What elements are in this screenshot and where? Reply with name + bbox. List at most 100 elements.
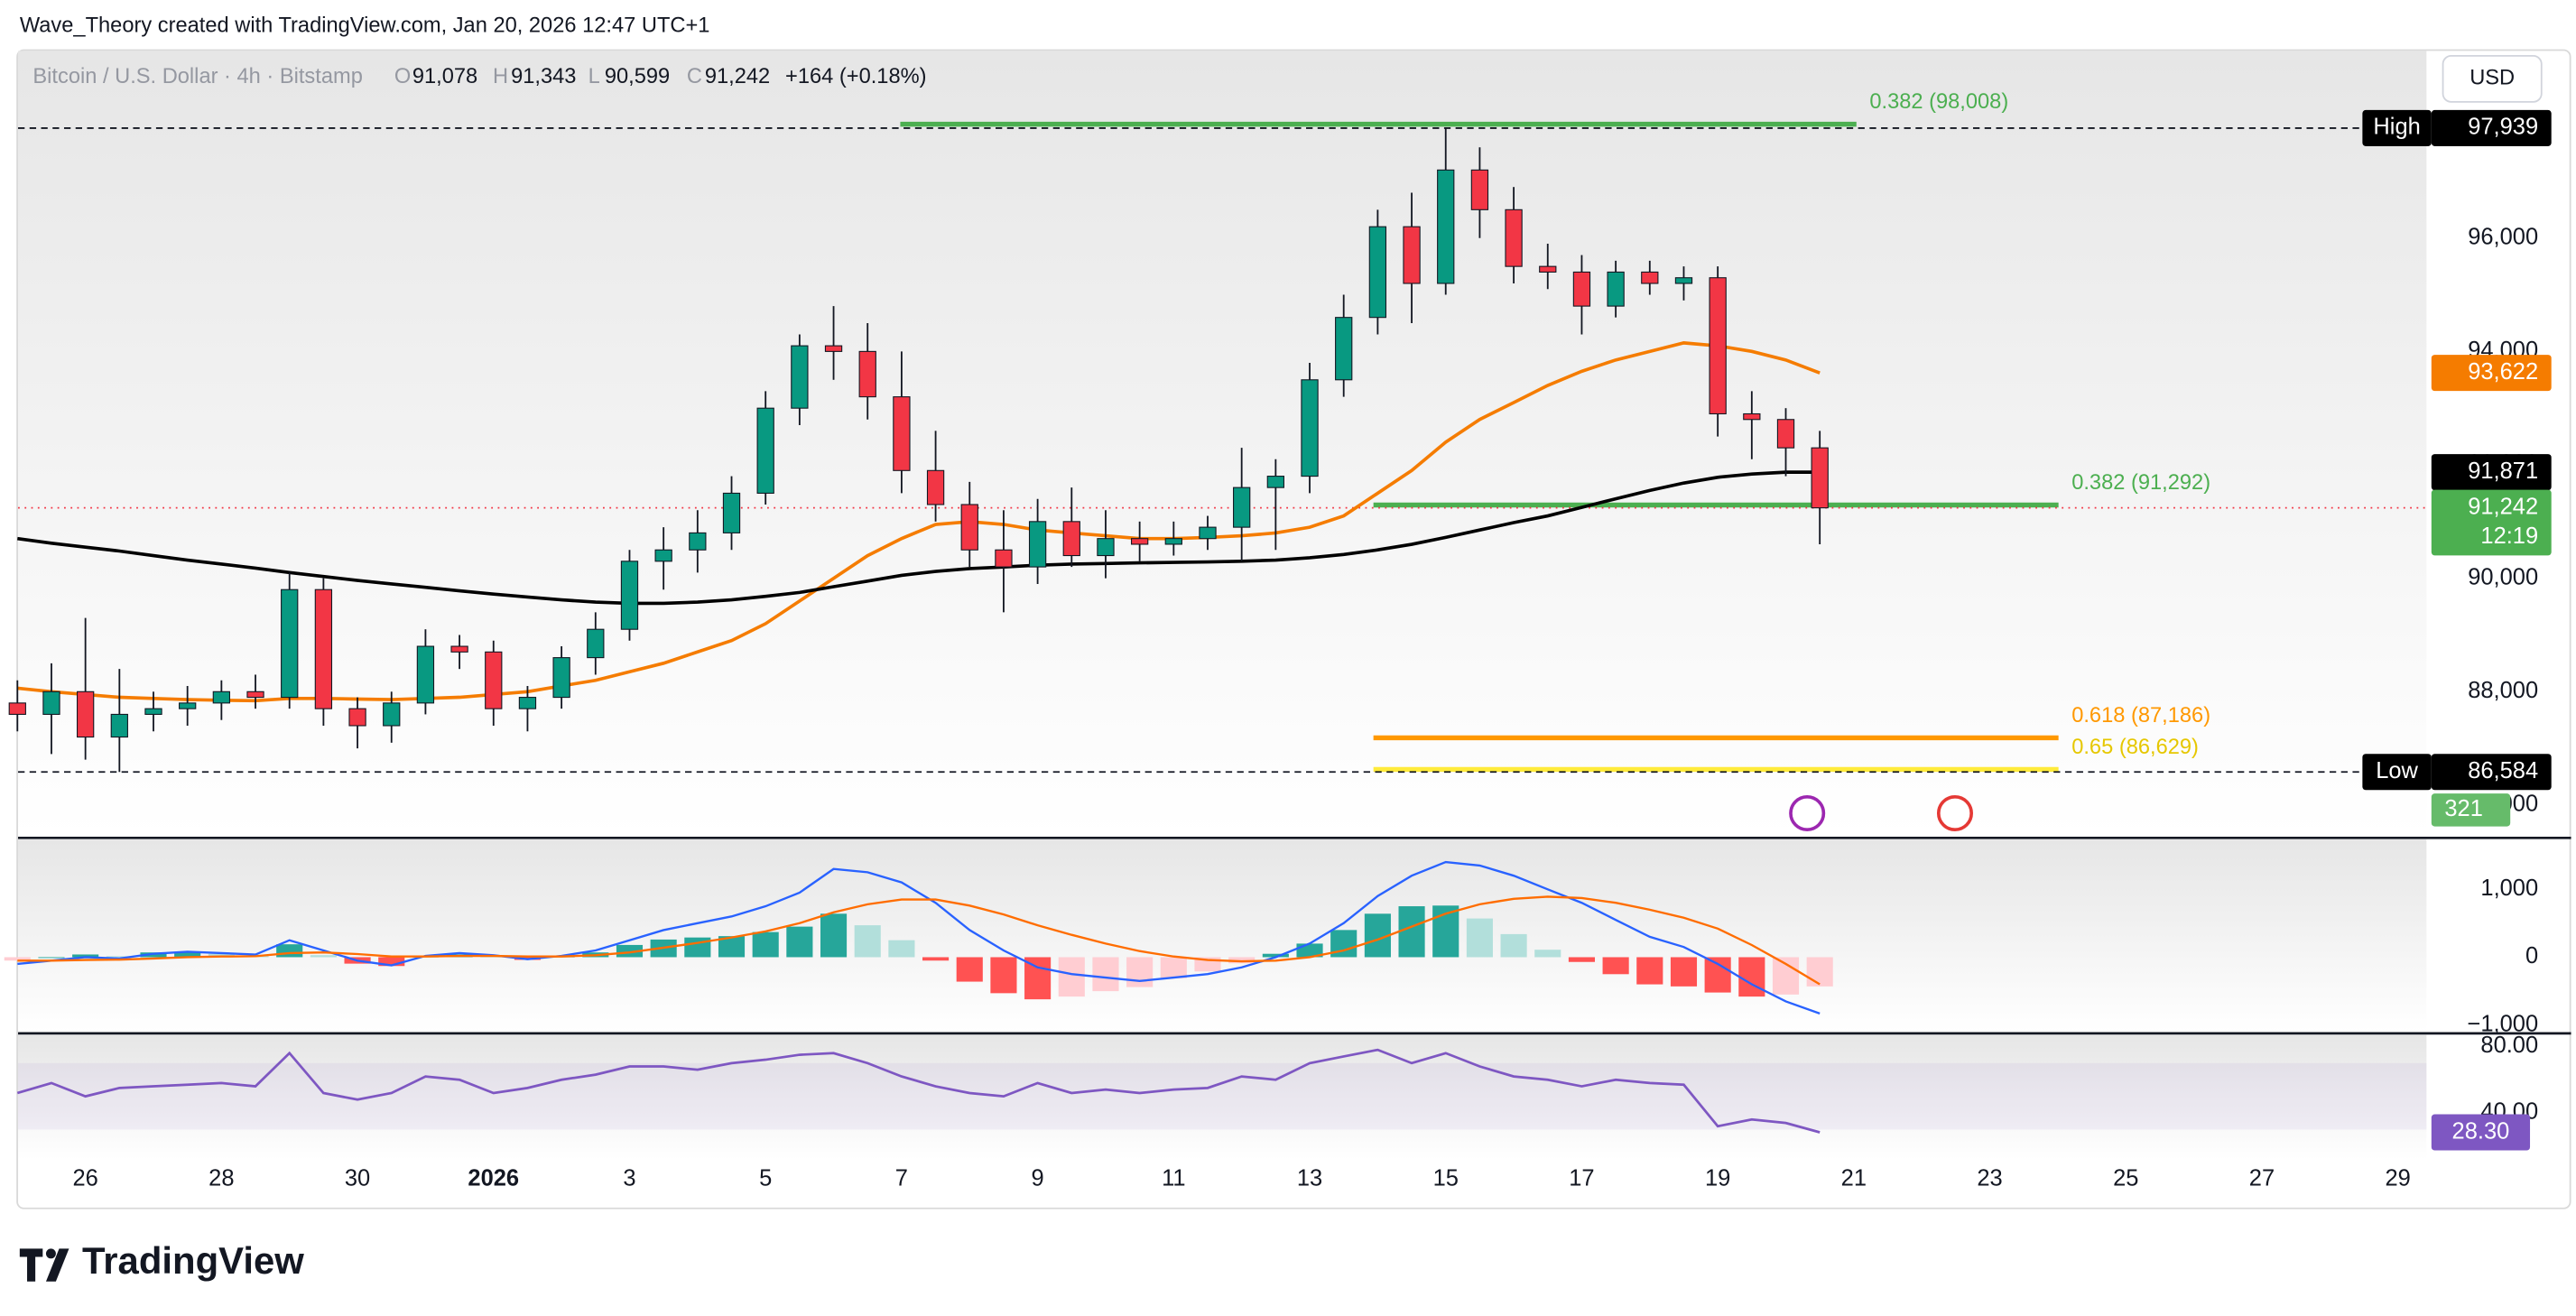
price-tag: High — [2373, 115, 2420, 140]
y-tick-label: 1,000 — [2480, 876, 2538, 901]
candle-body — [1130, 538, 1149, 545]
candle-body — [1505, 209, 1523, 267]
histogram-bar — [1704, 957, 1731, 993]
candle-body — [1811, 447, 1829, 509]
candle-body — [620, 561, 639, 630]
x-tick-label: 9 — [1032, 1166, 1044, 1191]
ohlc-name: O — [394, 65, 411, 88]
candle-body — [42, 690, 60, 715]
candle-body — [110, 713, 128, 738]
candle-body — [1164, 538, 1182, 545]
histogram-bar — [310, 955, 337, 958]
candle-body — [1097, 538, 1115, 557]
macd-line — [17, 860, 1821, 1015]
volume-label: 321 — [2444, 796, 2482, 821]
histogram-bar — [956, 957, 983, 982]
ohlc-name: H — [493, 65, 508, 88]
candle-body — [1776, 419, 1795, 449]
candle-body — [416, 645, 435, 704]
icon — [1789, 794, 1826, 832]
logo-mark — [45, 1248, 69, 1282]
histogram-bar — [752, 931, 779, 958]
ohlc-value: 91,078 — [412, 65, 477, 88]
candle-body — [1709, 277, 1727, 415]
brand: TradingView — [82, 1239, 304, 1282]
candle-body — [281, 588, 299, 699]
histogram-bar — [1126, 957, 1154, 987]
x-tick-label: 5 — [759, 1166, 772, 1191]
x-tick-label: 11 — [1162, 1166, 1185, 1191]
volume-box — [2431, 793, 2511, 827]
candle-body — [212, 690, 231, 704]
histogram-bar — [1160, 957, 1187, 978]
candle-body — [1403, 226, 1421, 284]
x-tick-label: 15 — [1433, 1166, 1459, 1191]
candle-body — [1301, 379, 1319, 477]
y-tick-label: 80.00 — [2480, 1033, 2538, 1058]
candle-body — [791, 345, 809, 409]
candle-body — [1028, 521, 1047, 568]
candle-body — [926, 469, 945, 505]
macd-pane — [18, 839, 2427, 1033]
histogram-bar — [854, 925, 881, 958]
histogram-bar — [1092, 957, 1119, 992]
price-tag-box — [2362, 754, 2432, 791]
histogram-bar — [1602, 957, 1629, 975]
x-tick-label: 21 — [1841, 1166, 1867, 1191]
histogram-bar — [1670, 957, 1698, 987]
ohlc-value: 91,343 — [511, 65, 576, 88]
fib-label: 0.382 (98,008) — [1869, 90, 2008, 114]
histogram-bar — [1058, 957, 1085, 997]
candle-body — [552, 657, 570, 699]
price-label: 91,242 — [2468, 494, 2538, 519]
candle-body — [1335, 317, 1353, 381]
x-tick-label: 2026 — [468, 1166, 519, 1191]
histogram-bar — [616, 944, 644, 958]
event-icons — [1789, 794, 1974, 832]
fib-label: 0.618 (87,186) — [2071, 704, 2210, 728]
candle-body — [893, 396, 911, 471]
candle-body — [1062, 521, 1080, 557]
candle-body — [144, 708, 162, 715]
histogram-bar — [718, 936, 746, 958]
candle-body — [246, 690, 264, 699]
x-tick-label: 7 — [895, 1166, 908, 1191]
price-box — [2431, 355, 2552, 392]
candle-body — [518, 697, 537, 709]
x-tick-label: 13 — [1297, 1166, 1322, 1191]
price-box — [2431, 754, 2552, 791]
price-label: 93,622 — [2468, 359, 2538, 385]
fib-label: 0.382 (91,292) — [2071, 471, 2210, 495]
candle-body — [1266, 476, 1284, 488]
histogram-bar — [1398, 906, 1425, 958]
price-box — [2431, 109, 2552, 146]
x-tick-label: 19 — [1705, 1166, 1730, 1191]
candle-body — [179, 702, 197, 709]
attribution: Wave_Theory created with TradingView.com… — [20, 14, 710, 37]
price-label: 91,871 — [2468, 459, 2538, 484]
ohlc-value: 90,599 — [605, 65, 670, 88]
candle-body — [858, 350, 876, 398]
histogram-bar — [1262, 953, 1289, 958]
histogram-bar — [1806, 957, 1833, 987]
histogram-bar — [72, 954, 99, 958]
candle-body — [1368, 226, 1387, 319]
candle-body — [689, 532, 707, 551]
chart-frame — [16, 49, 2571, 1209]
histogram-bar — [1738, 957, 1765, 997]
candle-body — [587, 628, 605, 659]
currency-button[interactable]: USD — [2442, 54, 2543, 103]
histogram-bar — [922, 957, 950, 961]
histogram-bar — [1568, 957, 1596, 962]
candle-body — [960, 504, 978, 551]
candle-body — [450, 645, 468, 653]
histogram-bar — [140, 952, 167, 958]
rsi-pane — [18, 1034, 2427, 1161]
icon — [1936, 794, 1974, 832]
candle-body — [1743, 412, 1761, 421]
price-label: 86,584 — [2468, 758, 2538, 783]
ohlc-name: L — [588, 65, 600, 88]
price-box — [2431, 454, 2552, 491]
rsi-band — [18, 1062, 2427, 1130]
plot-layer: 86,00088,00090,00092,00094,00096,00098,0… — [4, 65, 2552, 1191]
